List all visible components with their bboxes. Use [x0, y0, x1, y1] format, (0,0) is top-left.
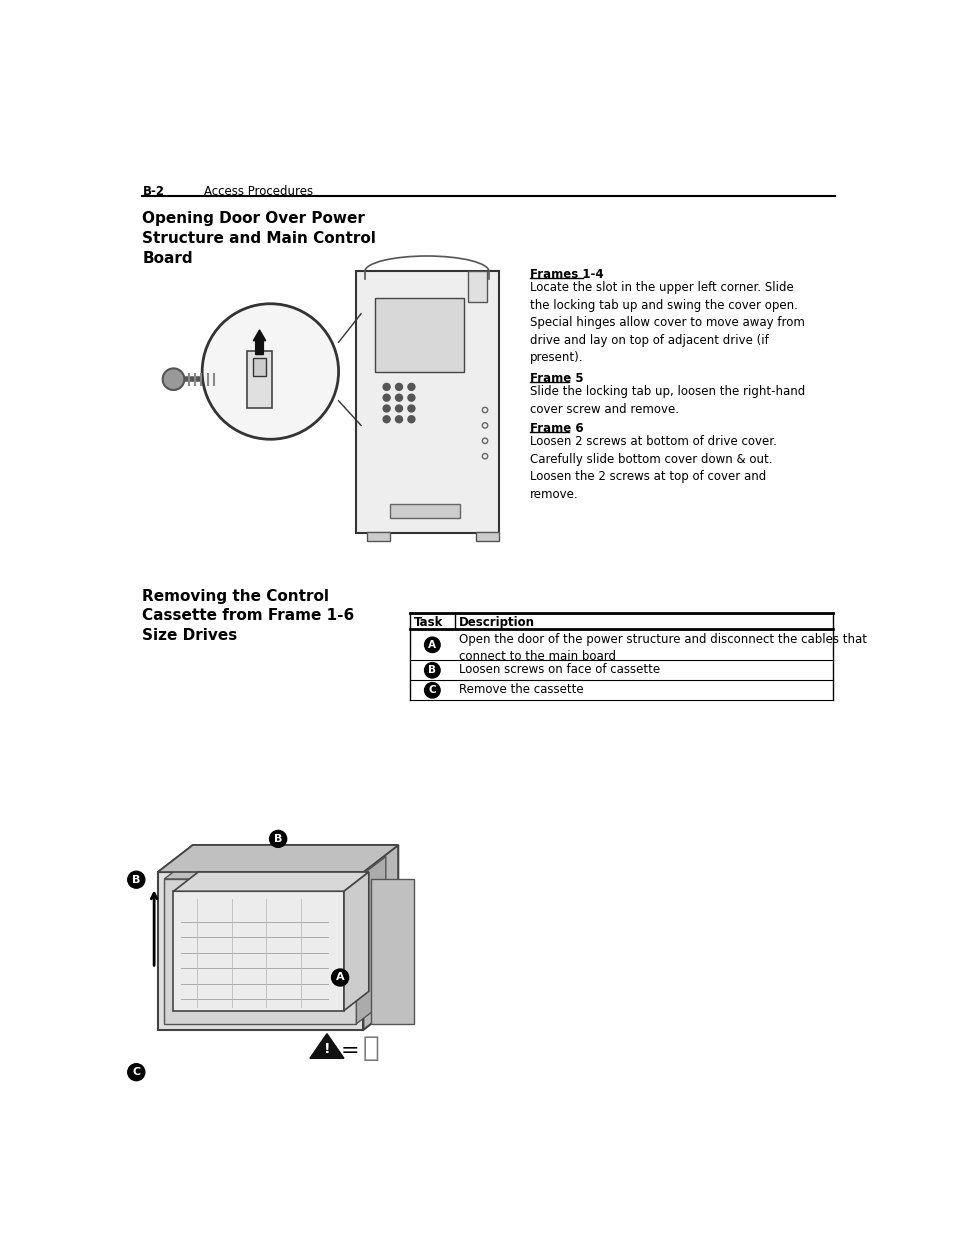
Text: A: A — [335, 972, 344, 983]
Text: Frames 1-4: Frames 1-4 — [530, 268, 603, 280]
FancyBboxPatch shape — [247, 351, 272, 408]
Text: Locate the slot in the upper left corner. Slide
the locking tab up and swing the: Locate the slot in the upper left corner… — [530, 282, 804, 364]
Circle shape — [202, 304, 338, 440]
Circle shape — [424, 637, 439, 652]
Text: Frame 5: Frame 5 — [530, 372, 583, 384]
Text: Task: Task — [414, 615, 442, 629]
Circle shape — [395, 416, 402, 422]
Circle shape — [270, 830, 286, 847]
FancyBboxPatch shape — [390, 504, 459, 517]
FancyBboxPatch shape — [375, 299, 464, 372]
Circle shape — [128, 871, 145, 888]
Text: C: C — [428, 685, 436, 695]
FancyBboxPatch shape — [367, 531, 390, 541]
Text: !: ! — [323, 1042, 330, 1056]
Polygon shape — [310, 1034, 344, 1058]
Circle shape — [424, 662, 439, 678]
FancyBboxPatch shape — [253, 358, 266, 377]
Text: Opening Door Over Power
Structure and Main Control
Board: Opening Door Over Power Structure and Ma… — [142, 211, 376, 266]
Text: Frame 6: Frame 6 — [530, 421, 583, 435]
Circle shape — [424, 683, 439, 698]
Text: Loosen 2 screws at bottom of drive cover.
Carefully slide bottom cover down & ou: Loosen 2 screws at bottom of drive cover… — [530, 436, 776, 501]
Text: A: A — [428, 640, 436, 650]
Circle shape — [395, 394, 402, 401]
Text: ✋: ✋ — [362, 1034, 379, 1062]
FancyBboxPatch shape — [371, 879, 414, 1024]
Circle shape — [408, 405, 415, 412]
Text: Slide the locking tab up, loosen the right-hand
cover screw and remove.: Slide the locking tab up, loosen the rig… — [530, 385, 804, 416]
Polygon shape — [344, 872, 369, 1010]
Circle shape — [383, 394, 390, 401]
Polygon shape — [173, 892, 344, 1010]
Circle shape — [332, 969, 348, 986]
Polygon shape — [356, 857, 385, 1024]
Circle shape — [395, 383, 402, 390]
Text: Remove the cassette: Remove the cassette — [458, 683, 582, 697]
Text: C: C — [132, 1067, 140, 1077]
Circle shape — [395, 405, 402, 412]
Polygon shape — [158, 872, 363, 1030]
Text: B: B — [132, 874, 140, 884]
Circle shape — [162, 368, 184, 390]
Text: Open the door of the power structure and disconnect the cables that
connect to t: Open the door of the power structure and… — [458, 632, 865, 662]
Polygon shape — [158, 845, 397, 872]
Circle shape — [383, 405, 390, 412]
Polygon shape — [173, 872, 369, 892]
Text: Removing the Control
Cassette from Frame 1-6
Size Drives: Removing the Control Cassette from Frame… — [142, 589, 355, 643]
Polygon shape — [164, 857, 385, 879]
FancyArrow shape — [253, 330, 266, 354]
FancyBboxPatch shape — [355, 272, 498, 534]
Polygon shape — [164, 879, 356, 1024]
FancyBboxPatch shape — [476, 531, 498, 541]
FancyBboxPatch shape — [468, 272, 487, 303]
Text: Description: Description — [458, 615, 534, 629]
Circle shape — [408, 394, 415, 401]
Circle shape — [128, 1063, 145, 1081]
Text: Loosen screws on face of cassette: Loosen screws on face of cassette — [458, 663, 659, 677]
Text: B: B — [428, 666, 436, 676]
Circle shape — [383, 416, 390, 422]
Text: =: = — [340, 1041, 359, 1061]
Polygon shape — [363, 845, 397, 1030]
Circle shape — [408, 416, 415, 422]
Text: Access Procedures: Access Procedures — [204, 185, 314, 198]
Circle shape — [383, 383, 390, 390]
Text: B: B — [274, 834, 282, 844]
Circle shape — [408, 383, 415, 390]
Text: B-2: B-2 — [142, 185, 164, 198]
Polygon shape — [158, 845, 397, 872]
